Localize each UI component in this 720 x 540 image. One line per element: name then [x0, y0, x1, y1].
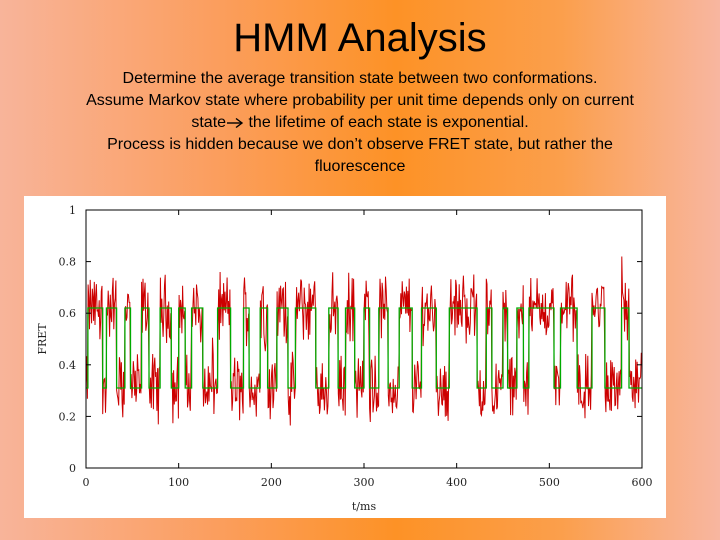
body-line-3: state the lifetime of each state is expo…	[20, 112, 700, 134]
x-tick-label: 500	[539, 476, 560, 489]
y-axis-label: FRET	[36, 323, 49, 355]
x-tick-label: 300	[354, 476, 375, 489]
body-line-2: Assume Markov state where probability pe…	[86, 92, 634, 109]
x-tick-label: 200	[261, 476, 282, 489]
x-tick-label: 100	[168, 476, 189, 489]
hmm-fit-line	[86, 307, 642, 389]
y-tick-label: 0.6	[59, 307, 77, 320]
body-line-1: Determine the average transition state b…	[122, 70, 598, 87]
fret-chart: 0 0.2 0.4 0.6 0.8 1 0 100 200 300 400 500 600 t/ms F…	[24, 196, 666, 518]
body-line-4: Process is hidden because we don’t obser…	[107, 136, 613, 153]
fret-chart-svg: 0 0.2 0.4 0.6 0.8 1 0 100 200 300 400 500 600 t/ms F…	[36, 204, 653, 513]
slide-body: Determine the average transition state b…	[20, 68, 700, 178]
y-tick-label: 0.8	[59, 256, 77, 269]
x-tick-label: 600	[632, 476, 653, 489]
body-line-3-end: the lifetime of each state is exponentia…	[244, 114, 529, 131]
body-line-5: fluorescence	[314, 158, 406, 175]
x-tick-label: 0	[83, 476, 90, 489]
y-tick-label: 1	[69, 204, 76, 217]
x-tick-label: 400	[446, 476, 467, 489]
slide-title: HMM Analysis	[233, 16, 487, 60]
x-axis-label: t/ms	[352, 500, 377, 513]
y-tick-label: 0	[69, 462, 76, 475]
body-line-3-start: state	[191, 114, 227, 131]
y-tick-label: 0.2	[59, 410, 77, 423]
y-tick-label: 0.4	[59, 359, 77, 372]
right-arrow-icon	[226, 112, 244, 134]
